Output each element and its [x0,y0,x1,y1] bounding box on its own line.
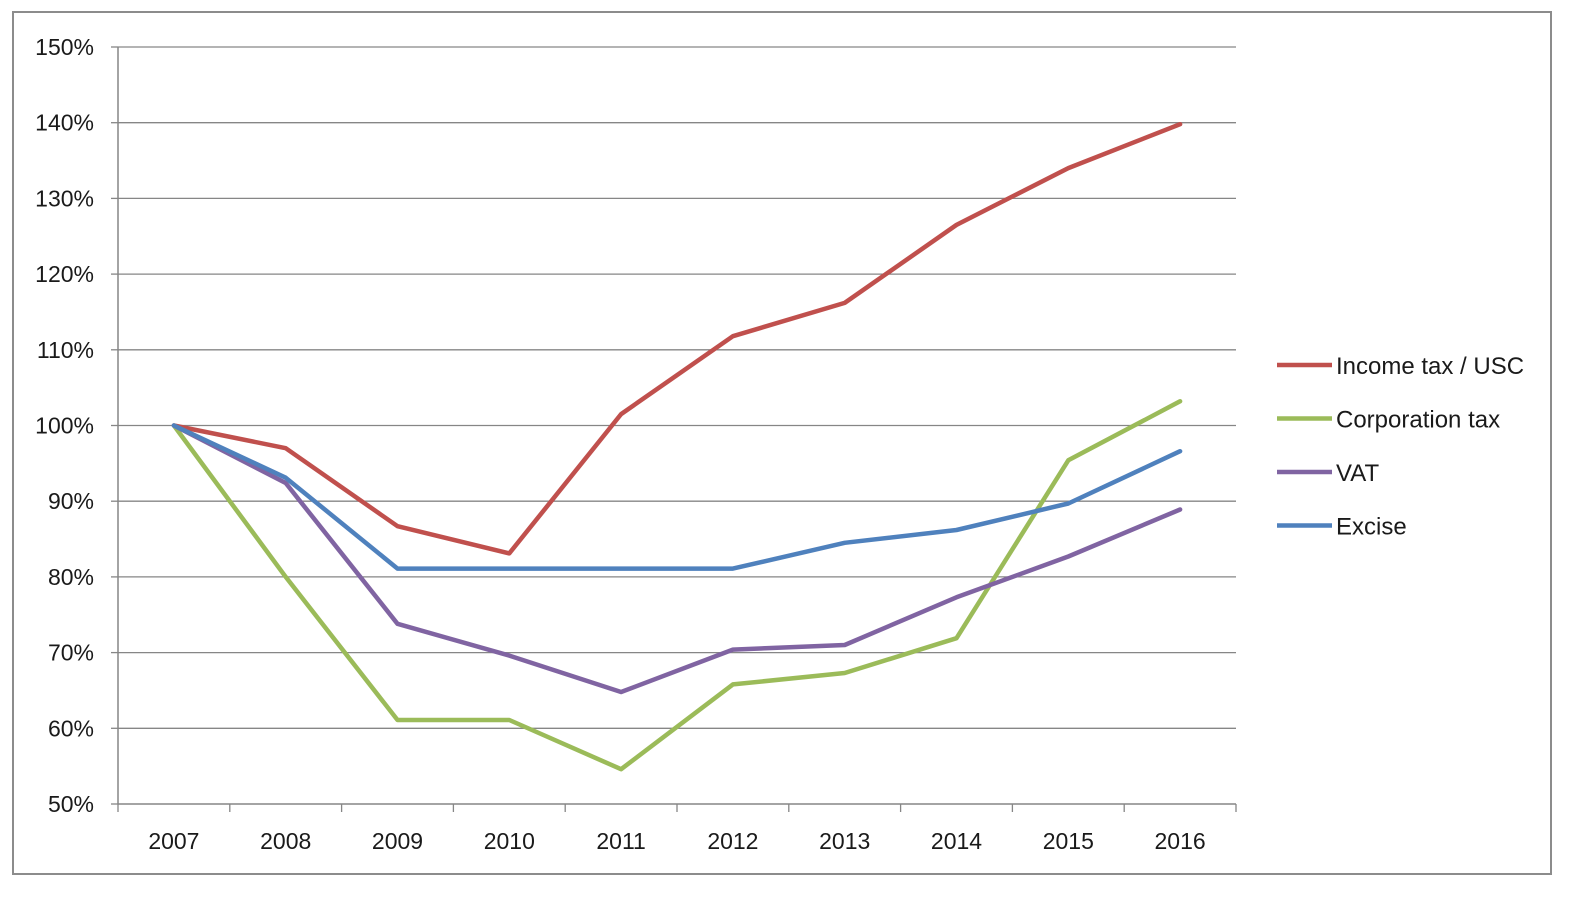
y-tick-label: 110% [37,337,94,363]
series-lines [171,121,1183,772]
x-tick-label: 2013 [819,828,870,854]
series-line-income-tax-usc [171,121,1183,556]
x-tick-label: 2011 [596,828,645,854]
x-tick-label: 2014 [931,828,982,854]
x-tick-label: 2009 [372,828,423,854]
y-tick-label: 50% [48,791,94,817]
y-tick-label: 150% [35,34,94,60]
y-tick-label: 80% [48,564,94,590]
y-tick-label: 60% [48,715,94,741]
series-line-excise [171,423,1183,571]
y-tick-label: 130% [35,185,94,211]
y-axis-tick-labels: 50% 60% 70% 80% 90% 100% 110% 120% 130% 140% 150% [35,34,94,817]
x-tick-label: 2007 [148,828,199,854]
y-tick-label: 100% [35,413,94,439]
legend-label-income-tax-usc: Income tax / USC [1336,353,1524,380]
x-tick-label: 2016 [1155,828,1206,854]
x-tick-label: 2008 [260,828,311,854]
series-line-corporation-tax [171,399,1183,772]
y-tick-label: 90% [48,488,94,514]
x-axis-tick-labels: 2007 2008 2009 2010 2011 2012 2013 2014 2015 2016 [148,828,1205,854]
y-tick-label: 120% [35,261,94,287]
legend-label-excise: Excise [1336,514,1407,541]
axes [111,46,1237,812]
legend-label-vat: VAT [1336,460,1379,487]
legend: Income tax / USC Corporation tax VAT Excise [1277,353,1524,541]
y-tick-label: 70% [48,640,94,666]
y-tick-label: 140% [35,110,94,136]
x-tick-label: 2010 [484,828,535,854]
gridlines [118,46,1236,729]
x-tick-label: 2012 [707,828,758,854]
x-tick-label: 2015 [1043,828,1094,854]
series-line-vat [171,423,1183,695]
legend-label-corporation-tax: Corporation tax [1336,407,1500,434]
